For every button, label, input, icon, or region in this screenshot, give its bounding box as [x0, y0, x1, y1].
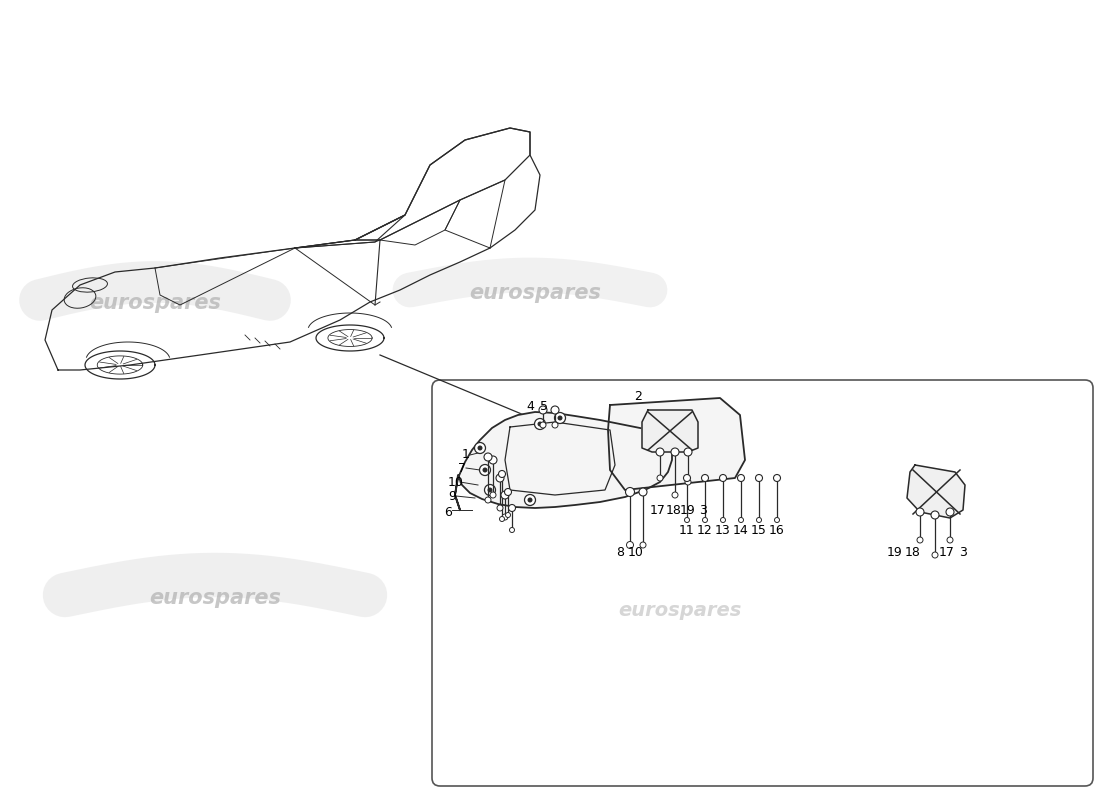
Text: 19: 19 [887, 546, 903, 558]
Polygon shape [642, 410, 698, 452]
Text: 13: 13 [715, 523, 730, 537]
Text: 4: 4 [526, 399, 534, 413]
Circle shape [500, 491, 509, 499]
Circle shape [525, 494, 536, 506]
Circle shape [509, 527, 515, 533]
Text: 5: 5 [540, 399, 548, 413]
Text: 11: 11 [679, 523, 695, 537]
Circle shape [528, 498, 532, 502]
Circle shape [499, 517, 505, 522]
Text: 14: 14 [733, 523, 749, 537]
Circle shape [506, 513, 510, 518]
Circle shape [656, 448, 664, 456]
Text: 1: 1 [462, 449, 470, 462]
Text: 6: 6 [444, 506, 452, 518]
Circle shape [932, 552, 938, 558]
Circle shape [538, 422, 542, 426]
Circle shape [540, 422, 546, 428]
Circle shape [703, 518, 707, 522]
Text: 12: 12 [697, 523, 713, 537]
Text: 3: 3 [959, 546, 967, 558]
Circle shape [474, 442, 485, 454]
Circle shape [484, 485, 495, 495]
Text: 17: 17 [650, 503, 666, 517]
Circle shape [485, 497, 491, 503]
Circle shape [551, 406, 559, 414]
Text: 3: 3 [700, 503, 707, 517]
Text: 19: 19 [680, 503, 696, 517]
Circle shape [496, 474, 504, 482]
Circle shape [484, 453, 492, 461]
Circle shape [757, 518, 761, 522]
Text: 15: 15 [751, 523, 767, 537]
Circle shape [490, 492, 496, 498]
Circle shape [931, 511, 939, 519]
Text: 9: 9 [448, 490, 455, 502]
Text: eurospares: eurospares [469, 283, 601, 303]
Text: 18: 18 [905, 546, 921, 558]
Text: 8: 8 [616, 546, 624, 558]
Circle shape [554, 413, 565, 423]
Circle shape [627, 542, 634, 549]
Circle shape [672, 492, 678, 498]
Text: 2: 2 [634, 390, 642, 402]
Text: eurospares: eurospares [89, 293, 221, 313]
Circle shape [497, 505, 503, 511]
Circle shape [684, 518, 690, 522]
Circle shape [502, 514, 508, 520]
Circle shape [640, 542, 646, 548]
Circle shape [483, 467, 487, 473]
Circle shape [773, 474, 781, 482]
Text: eurospares: eurospares [654, 562, 785, 582]
Circle shape [626, 487, 635, 497]
Circle shape [498, 470, 506, 478]
Text: 7: 7 [458, 462, 466, 474]
Circle shape [487, 487, 493, 493]
Circle shape [535, 418, 546, 430]
Circle shape [657, 475, 663, 481]
Circle shape [685, 479, 691, 485]
Circle shape [737, 474, 745, 482]
Text: 16: 16 [769, 523, 785, 537]
Circle shape [738, 518, 744, 522]
Circle shape [702, 474, 708, 482]
Text: eurospares: eurospares [150, 588, 280, 608]
Circle shape [946, 508, 954, 516]
Text: 18: 18 [667, 503, 682, 517]
Circle shape [552, 422, 558, 428]
Circle shape [671, 448, 679, 456]
Circle shape [558, 415, 562, 421]
Circle shape [683, 474, 691, 482]
FancyBboxPatch shape [432, 380, 1093, 786]
Circle shape [684, 448, 692, 456]
Circle shape [756, 474, 762, 482]
Circle shape [719, 474, 726, 482]
Text: 17: 17 [939, 546, 955, 558]
Circle shape [480, 465, 491, 475]
Circle shape [477, 446, 483, 450]
Circle shape [539, 406, 547, 414]
Polygon shape [908, 465, 965, 518]
Circle shape [916, 508, 924, 516]
Circle shape [490, 456, 497, 464]
Circle shape [947, 537, 953, 543]
Circle shape [505, 489, 512, 495]
Polygon shape [455, 412, 672, 510]
Text: 10: 10 [448, 475, 464, 489]
Circle shape [917, 537, 923, 543]
Text: eurospares: eurospares [618, 601, 741, 619]
Circle shape [639, 488, 647, 496]
Polygon shape [608, 398, 745, 490]
Circle shape [774, 518, 780, 522]
Circle shape [508, 505, 516, 511]
Text: 10: 10 [628, 546, 643, 558]
Circle shape [720, 518, 726, 522]
